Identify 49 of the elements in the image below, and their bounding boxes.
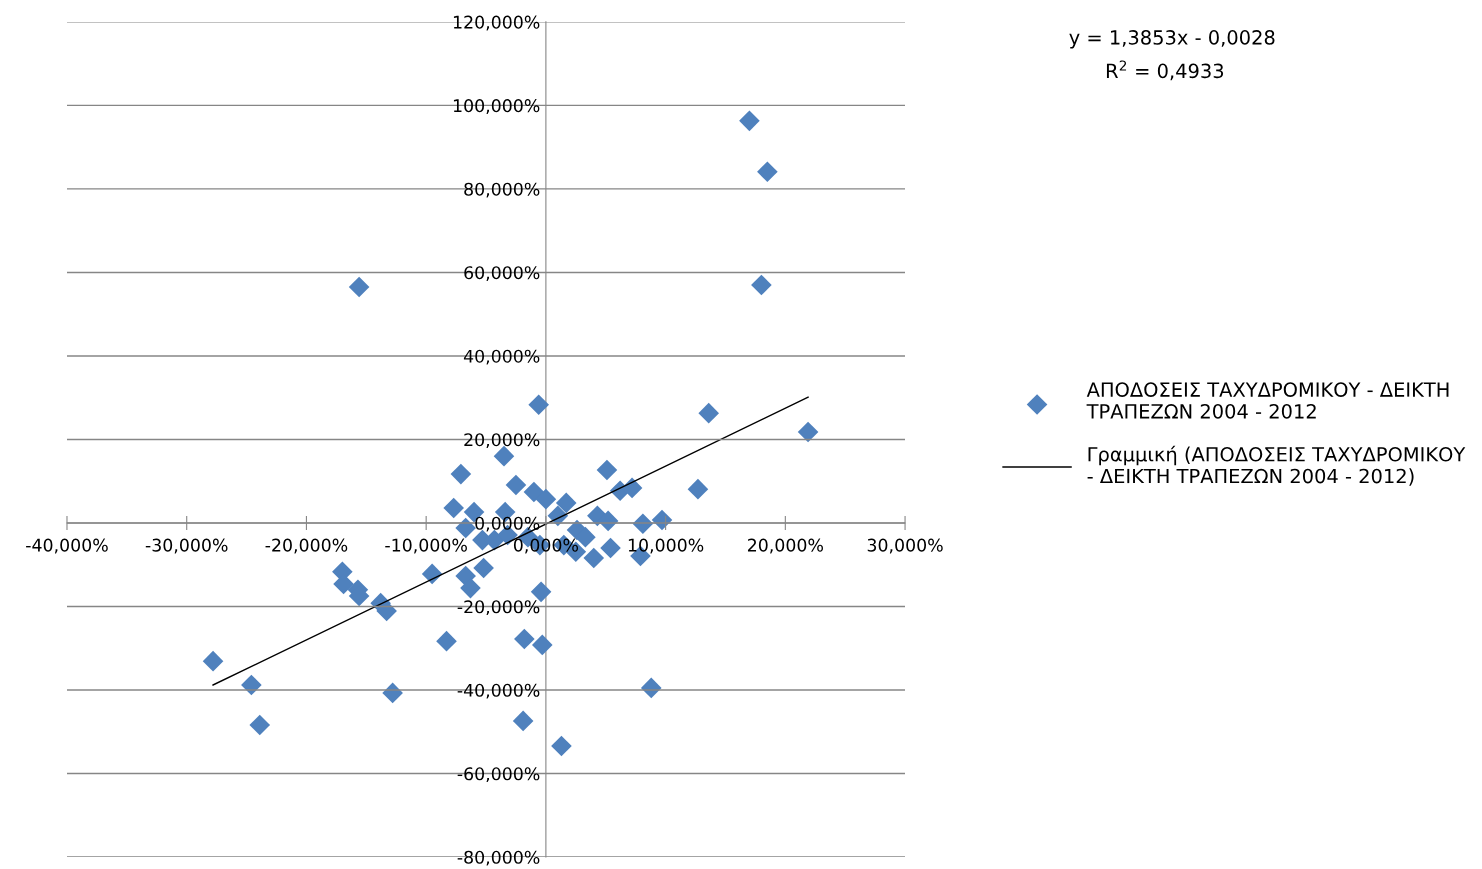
point — [460, 577, 481, 599]
point — [473, 557, 494, 579]
point — [535, 488, 557, 510]
y-tick-label: 60,000% — [464, 266, 540, 282]
point — [436, 630, 457, 652]
point — [555, 492, 577, 514]
point — [797, 421, 819, 443]
point — [531, 634, 553, 656]
y-tick-label: 80,000% — [464, 182, 540, 198]
legend-label: ΑΠΟΔΟΣΕΙΣ ΤΑΧΥΔΡΟΜΙΚΟΥ - ΔΕΙΚΤΗ ΤΡΑΠΕΖΩΝ 2004 - 2012 — [1086, 382, 1449, 419]
x-tick-label: 30,000% — [867, 538, 943, 554]
point — [249, 714, 271, 736]
y-tick-label: 120,000% — [453, 15, 540, 31]
point — [528, 394, 549, 416]
point — [583, 547, 605, 569]
x-tick-label: 10,000% — [628, 538, 704, 554]
point — [443, 497, 464, 519]
point — [512, 710, 534, 732]
y-tick-label: 0,000% — [475, 516, 540, 532]
point — [348, 276, 370, 298]
point — [551, 735, 572, 757]
x-tick-label: -30,000% — [145, 538, 228, 554]
point — [514, 628, 535, 650]
y-tick-label: -40,000% — [457, 683, 540, 699]
point — [600, 537, 621, 559]
text: R$^{2}$ = 0,4933 — [1106, 60, 1224, 81]
text: y = 1,3853x - 0,0028 — [1069, 30, 1275, 49]
y-tick-label: -80,000% — [457, 850, 540, 866]
y-tick-label: 40,000% — [463, 349, 540, 365]
x-tick-label: -40,000% — [26, 538, 108, 554]
point — [687, 478, 709, 500]
point — [757, 161, 778, 183]
point — [202, 650, 224, 672]
point — [523, 481, 545, 503]
y-tick-label: 20,000% — [464, 433, 540, 449]
point — [596, 459, 618, 481]
x-tick-label: 20,000% — [747, 538, 823, 554]
x-tick-label: -10,000% — [385, 538, 467, 554]
point — [421, 563, 443, 585]
point — [698, 402, 720, 424]
point — [505, 474, 527, 496]
legend-label: Γραμμική (ΑΠΟΔΟΣΕΙΣ ΤΑΧΥΔΡΟΜΙΚΟΥ - ΔΕΙΚΤΗ ΤΡΑΠΕΖΩΝ 2004 - 2012) — [1087, 445, 1466, 486]
y-tick-label: -20,000% — [457, 600, 540, 616]
point — [739, 110, 760, 132]
y-tick-label: 100,000% — [453, 99, 540, 115]
point — [450, 463, 472, 485]
y-tick-label: -60,000% — [457, 767, 540, 783]
x-tick-label: -20,000% — [265, 538, 348, 554]
point — [751, 274, 772, 296]
